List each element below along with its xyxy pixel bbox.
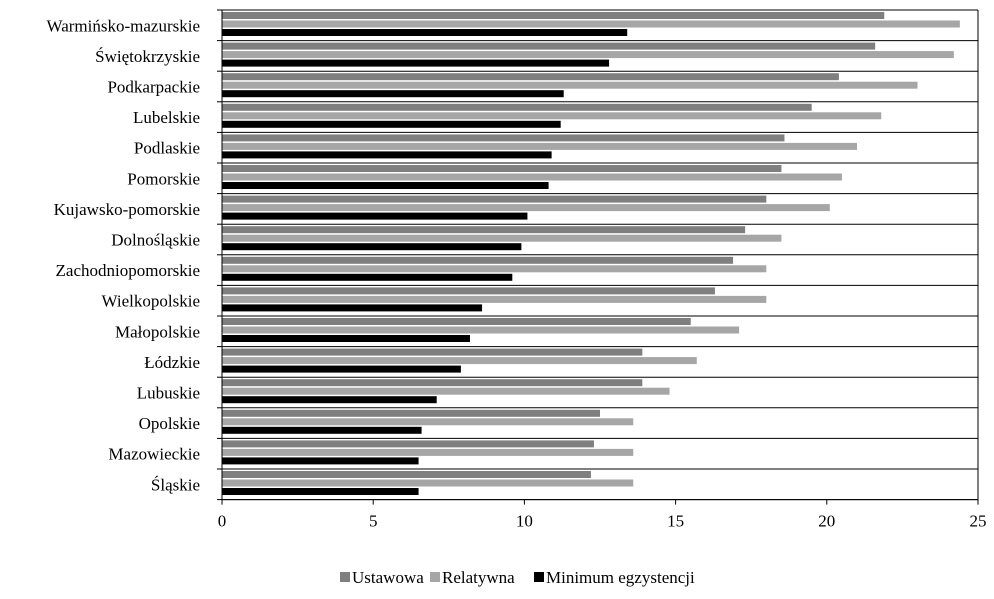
x-tick-label: 5: [369, 512, 378, 531]
bar-minimum-egzystencji: [222, 273, 513, 281]
bar-ustawowa: [222, 379, 643, 387]
bar-ustawowa: [222, 134, 785, 142]
bar-relatywna: [222, 448, 634, 456]
category-labels: Warmińsko-mazurskie Świętokrzyskie Podkarp…: [47, 16, 200, 494]
bar-minimum-egzystencji: [222, 426, 422, 434]
category-label: Opolskie: [139, 414, 200, 433]
bar-ustawowa: [222, 440, 594, 448]
category-label: Mazowieckie: [108, 445, 200, 464]
bar-minimum-egzystencji: [222, 212, 528, 220]
bar-minimum-egzystencji: [222, 488, 419, 495]
x-tick-label: 0: [218, 512, 227, 531]
category-label: Podlaskie: [134, 139, 200, 158]
bar-relatywna: [222, 204, 830, 212]
category-label: Świętokrzyskie: [95, 47, 200, 66]
bar-ustawowa: [222, 42, 876, 50]
bar-relatywna: [222, 112, 882, 120]
bar-ustawowa: [222, 226, 746, 234]
bar-ustawowa: [222, 73, 839, 81]
bar-relatywna: [222, 20, 960, 28]
bar-relatywna: [222, 81, 918, 89]
bar-minimum-egzystencji: [222, 396, 437, 404]
bar-ustawowa: [222, 287, 715, 295]
bar-relatywna: [222, 479, 634, 487]
category-label: Dolnośląskie: [111, 231, 200, 250]
category-label: Zachodniopomorskie: [56, 261, 200, 280]
bar-relatywna: [222, 357, 697, 365]
bar-minimum-egzystencji: [222, 182, 549, 189]
category-label: Podkarpackie: [107, 78, 200, 97]
category-label: Lubelskie: [133, 108, 200, 127]
legend-swatch: [340, 572, 350, 582]
x-tick-label: 10: [516, 512, 533, 531]
bar-relatywna: [222, 295, 767, 303]
axes: [217, 9, 979, 505]
category-label: Warmińsko-mazurskie: [47, 16, 200, 35]
bar-ustawowa: [222, 471, 591, 478]
x-tick-label: 15: [667, 512, 684, 531]
legend-swatch: [534, 572, 544, 582]
legend-label: Ustawowa: [352, 568, 424, 587]
bar-ustawowa: [222, 165, 782, 172]
legend-label: Relatywna: [442, 568, 515, 587]
category-label: Kujawsko-pomorskie: [54, 200, 200, 219]
bar-relatywna: [222, 234, 782, 242]
bar-minimum-egzystencji: [222, 243, 522, 251]
bar-minimum-egzystencji: [222, 457, 419, 465]
bar-ustawowa: [222, 256, 734, 264]
bar-minimum-egzystencji: [222, 59, 610, 67]
bar-relatywna: [222, 142, 858, 150]
bar-minimum-egzystencji: [222, 335, 470, 342]
bars: [222, 12, 960, 495]
bar-relatywna: [222, 326, 740, 334]
category-label: Śląskie: [151, 475, 200, 494]
bar-ustawowa: [222, 103, 812, 111]
bar-minimum-egzystencji: [222, 29, 628, 36]
bar-ustawowa: [222, 318, 691, 325]
category-label: Małopolskie: [115, 322, 200, 341]
bar-minimum-egzystencji: [222, 151, 552, 159]
bar-relatywna: [222, 418, 634, 426]
bar-ustawowa: [222, 12, 885, 19]
legend-label: Minimum egzystencji: [546, 568, 695, 587]
x-tick-label: 20: [818, 512, 835, 531]
legend-swatch: [430, 572, 440, 582]
category-label: Łódzkie: [144, 353, 200, 372]
bar-ustawowa: [222, 195, 767, 203]
legend: Ustawowa Relatywna Minimum egzystencji: [340, 568, 695, 587]
bar-relatywna: [222, 265, 767, 273]
bar-ustawowa: [222, 409, 600, 417]
bar-relatywna: [222, 51, 954, 59]
bar-relatywna: [222, 173, 842, 181]
bar-minimum-egzystencji: [222, 90, 564, 98]
bar-relatywna: [222, 387, 670, 395]
bar-ustawowa: [222, 348, 643, 356]
category-label: Wielkopolskie: [102, 292, 200, 311]
x-tick-label: 25: [970, 512, 987, 531]
bar-minimum-egzystencji: [222, 120, 561, 128]
category-label: Pomorskie: [127, 169, 200, 188]
x-tick-labels: 0 5 10 15 20 25: [218, 512, 987, 531]
category-label: Lubuskie: [137, 384, 200, 403]
bar-minimum-egzystencji: [222, 365, 461, 373]
bar-minimum-egzystencji: [222, 304, 483, 312]
